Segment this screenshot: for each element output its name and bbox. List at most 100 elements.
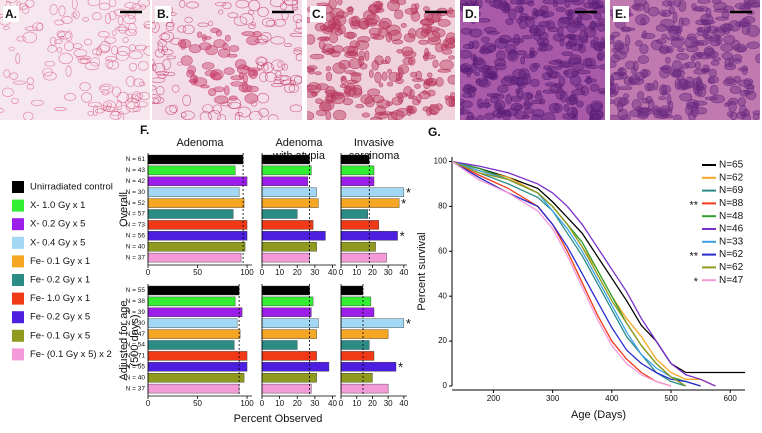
tissue <box>170 37 182 45</box>
tissue <box>218 48 231 58</box>
tissue <box>733 75 741 83</box>
tissue <box>246 35 260 46</box>
tissue <box>658 96 666 100</box>
histology-image <box>460 0 605 120</box>
tissue <box>590 43 596 49</box>
bar <box>147 220 248 230</box>
tissue <box>729 85 742 94</box>
tissue <box>294 27 302 33</box>
tissue <box>696 27 703 32</box>
tissue <box>213 39 226 48</box>
tissue <box>9 72 19 80</box>
tissue <box>248 111 263 120</box>
tissue <box>339 84 348 89</box>
x-tick-label: 200 <box>487 394 501 403</box>
y-tick-label: 40 <box>438 291 447 300</box>
tissue <box>465 115 478 120</box>
tissue <box>437 19 451 27</box>
tissue <box>713 8 729 13</box>
tissue <box>672 69 686 77</box>
legend-label: N=33 <box>719 236 744 247</box>
tissue <box>360 94 374 105</box>
tissue <box>720 43 734 52</box>
tissue <box>368 69 374 78</box>
tissue <box>307 84 318 90</box>
tissue <box>564 68 578 78</box>
tissue <box>106 105 112 111</box>
tissue <box>558 61 564 68</box>
legend-label: N=69 <box>719 185 744 196</box>
tissue <box>485 65 490 72</box>
tissue <box>563 69 569 76</box>
tissue <box>681 17 690 26</box>
x-tick-label: 40 <box>399 399 408 408</box>
tissue <box>684 36 699 49</box>
tissue <box>539 98 546 105</box>
tissue <box>596 52 603 61</box>
tissue <box>22 31 38 44</box>
tissue <box>665 56 671 64</box>
tissue <box>448 7 453 15</box>
tissue <box>208 109 221 120</box>
tissue <box>215 2 227 7</box>
tissue <box>402 57 414 65</box>
tissue <box>132 3 141 10</box>
tissue <box>516 76 524 88</box>
tissue <box>105 59 114 69</box>
tissue <box>11 97 19 104</box>
tissue <box>620 114 631 120</box>
tissue <box>0 107 4 114</box>
tissue <box>576 14 583 26</box>
significance-marker: * <box>406 316 411 331</box>
x-tick-label: 300 <box>546 394 560 403</box>
tissue <box>227 97 242 109</box>
tissue <box>476 98 484 109</box>
tissue <box>388 71 401 82</box>
tissue <box>600 37 605 48</box>
image-label: E. <box>615 7 626 21</box>
legend-swatch <box>12 255 24 268</box>
label-box <box>463 6 479 22</box>
tissue <box>529 63 538 72</box>
tissue <box>508 49 517 60</box>
tissue <box>87 111 95 116</box>
legend-label: Fe- 0.1 Gy x 1 <box>30 256 90 267</box>
tissue <box>294 75 302 84</box>
bar <box>147 307 243 317</box>
tissue <box>639 44 649 55</box>
tissue <box>255 56 267 66</box>
bar <box>340 373 373 383</box>
tissue <box>479 48 485 54</box>
tissue <box>73 49 88 58</box>
n-label: N = 52 <box>126 200 146 207</box>
tissue <box>140 3 146 10</box>
tissue <box>618 67 624 72</box>
legend-label: N=62 <box>719 262 744 273</box>
tissue <box>234 112 241 120</box>
x-tick-label: 0 <box>146 399 151 408</box>
image-label: C. <box>312 7 324 21</box>
tissue <box>552 2 559 8</box>
tissue <box>659 67 670 79</box>
tissue <box>424 47 429 58</box>
legend-label: N=46 <box>719 224 744 235</box>
bar <box>261 285 310 296</box>
tissue <box>726 101 732 106</box>
tissue <box>289 104 302 113</box>
tissue <box>152 94 162 104</box>
tissue <box>695 80 704 90</box>
tissue <box>344 51 359 59</box>
tissue <box>539 5 549 12</box>
tissue <box>143 21 150 29</box>
tissue <box>279 2 288 10</box>
tissue <box>661 11 667 17</box>
tissue <box>477 18 491 23</box>
tissue <box>238 72 244 80</box>
tissue <box>277 61 283 68</box>
tissue <box>625 60 636 70</box>
tissue <box>71 0 78 10</box>
tissue <box>87 0 101 7</box>
n-label: N = 47 <box>126 331 146 338</box>
n-label: N = 39 <box>126 309 146 316</box>
